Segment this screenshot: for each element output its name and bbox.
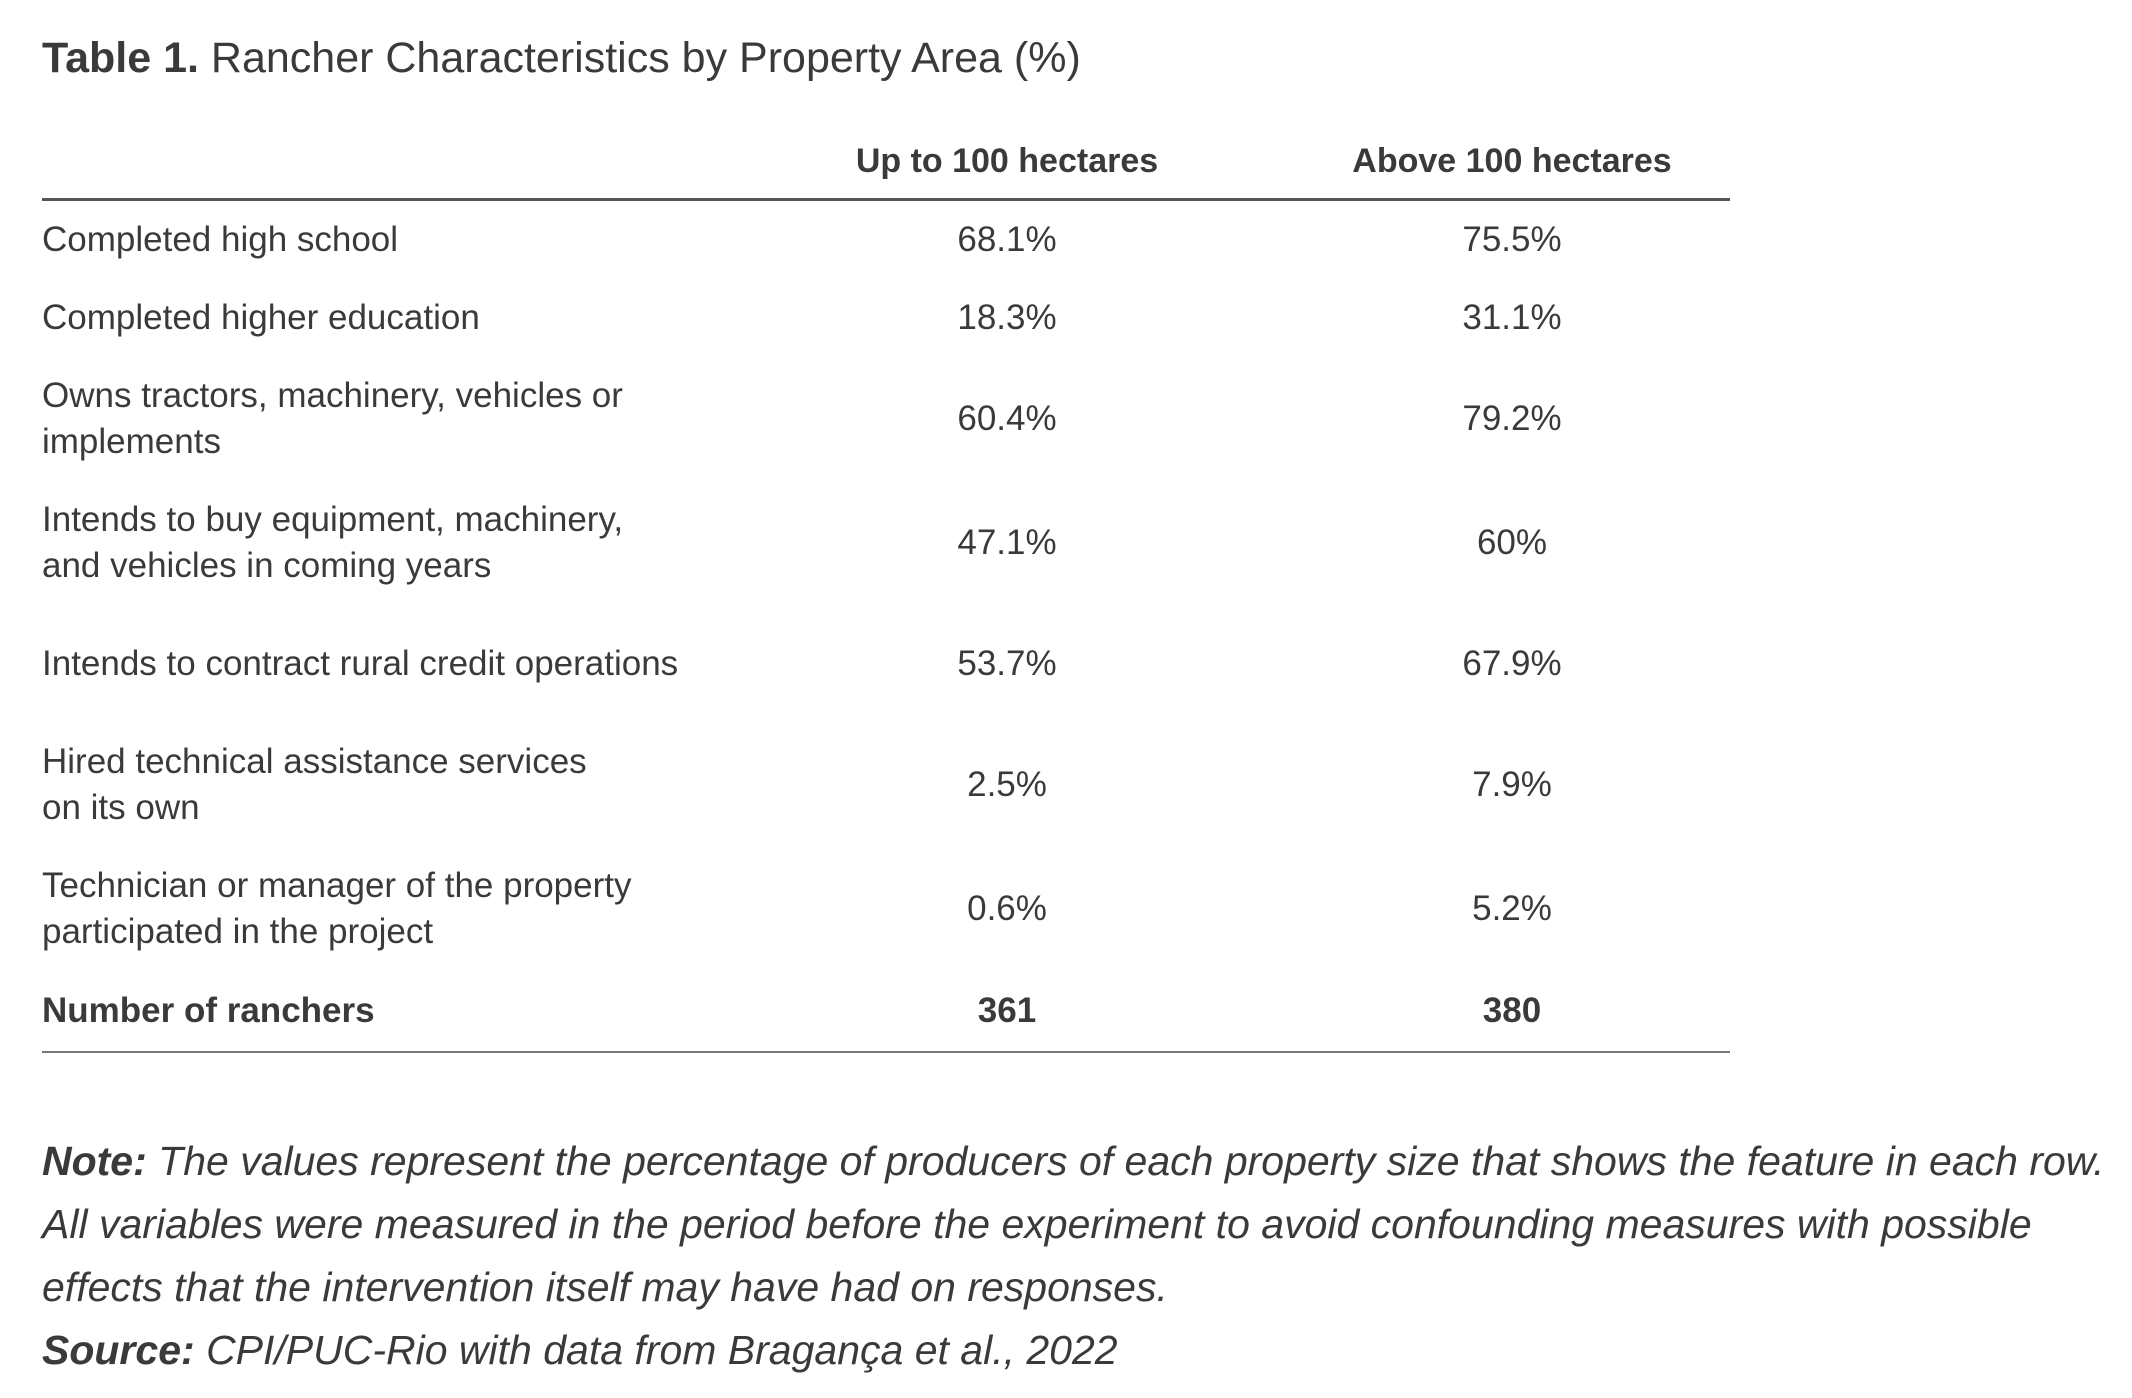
- source-label: Source:: [42, 1327, 195, 1373]
- table-row: Intends to contract rural credit operati…: [42, 605, 1730, 723]
- source-text: CPI/PUC-Rio with data from Bragança et a…: [206, 1327, 1118, 1373]
- table-row: Intends to buy equipment, machinery, and…: [42, 481, 1730, 605]
- table-caption: Rancher Characteristics by Property Area…: [210, 34, 1081, 82]
- value-above-100: 31.1%: [1462, 298, 1562, 337]
- value-above-100: 5.2%: [1472, 889, 1552, 928]
- table-title: Table 1. Rancher Characteristics by Prop…: [42, 28, 1081, 88]
- row-label-line: Intends to buy equipment, machinery,: [42, 500, 624, 539]
- value-above-100: 75.5%: [1462, 220, 1562, 259]
- row-label-line: Owns tractors, machinery, vehicles or: [42, 376, 623, 415]
- table-total-row: Number of ranchers 361 380: [42, 971, 1730, 1053]
- row-label: Completed high school: [42, 217, 792, 263]
- note-label: Note:: [42, 1138, 147, 1184]
- value-above-100: 79.2%: [1462, 399, 1562, 438]
- row-label-line: Intends to contract rural credit operati…: [42, 644, 679, 683]
- row-label-line: Completed higher education: [42, 298, 480, 337]
- row-label-line: on its own: [42, 788, 200, 827]
- value-above-100: 60%: [1476, 523, 1548, 562]
- total-label: Number of ranchers: [42, 991, 375, 1030]
- value-up-to-100: 47.1%: [957, 523, 1057, 562]
- row-label: Intends to contract rural credit operati…: [42, 641, 792, 687]
- table-row: Completed higher education 18.3% 31.1%: [42, 279, 1730, 357]
- table-footnotes: Note: The values represent the percentag…: [42, 1130, 2122, 1382]
- row-label-line: and vehicles in coming years: [42, 546, 492, 585]
- source-paragraph: Source: CPI/PUC-Rio with data from Braga…: [42, 1319, 2122, 1382]
- table-header-row: Up to 100 hectares Above 100 hectares: [42, 128, 1730, 201]
- data-table: Up to 100 hectares Above 100 hectares Co…: [42, 128, 1730, 1053]
- value-up-to-100: 0.6%: [967, 889, 1047, 928]
- table-row: Completed high school 68.1% 75.5%: [42, 201, 1730, 279]
- table-row: Technician or manager of the property pa…: [42, 847, 1730, 971]
- row-label: Hired technical assistance services on i…: [42, 739, 792, 831]
- value-above-100: 67.9%: [1462, 644, 1562, 683]
- total-up-to-100: 361: [977, 991, 1037, 1030]
- row-label: Intends to buy equipment, machinery, and…: [42, 497, 792, 589]
- total-above-100: 380: [1482, 991, 1542, 1030]
- value-up-to-100: 18.3%: [957, 298, 1057, 337]
- row-label: Owns tractors, machinery, vehicles or im…: [42, 373, 792, 465]
- value-up-to-100: 2.5%: [967, 765, 1047, 804]
- note-paragraph: Note: The values represent the percentag…: [42, 1130, 2122, 1319]
- row-label: Technician or manager of the property pa…: [42, 863, 792, 955]
- value-up-to-100: 53.7%: [957, 644, 1057, 683]
- row-label-line: participated in the project: [42, 912, 434, 951]
- value-above-100: 7.9%: [1472, 765, 1552, 804]
- row-label-line: Hired technical assistance services: [42, 742, 587, 781]
- value-up-to-100: 68.1%: [957, 220, 1057, 259]
- row-label-line: Technician or manager of the property: [42, 866, 632, 905]
- value-up-to-100: 60.4%: [957, 399, 1057, 438]
- table-number: Table 1.: [42, 34, 199, 82]
- column-header-up-to-100: Up to 100 hectares: [855, 142, 1159, 180]
- table-row: Owns tractors, machinery, vehicles or im…: [42, 357, 1730, 481]
- row-label-line: Completed high school: [42, 220, 399, 259]
- note-text: The values represent the percentage of p…: [42, 1138, 2105, 1310]
- row-label: Completed higher education: [42, 295, 792, 341]
- row-label-line: implements: [42, 422, 221, 461]
- column-header-above-100: Above 100 hectares: [1352, 142, 1672, 180]
- table-row: Hired technical assistance services on i…: [42, 723, 1730, 847]
